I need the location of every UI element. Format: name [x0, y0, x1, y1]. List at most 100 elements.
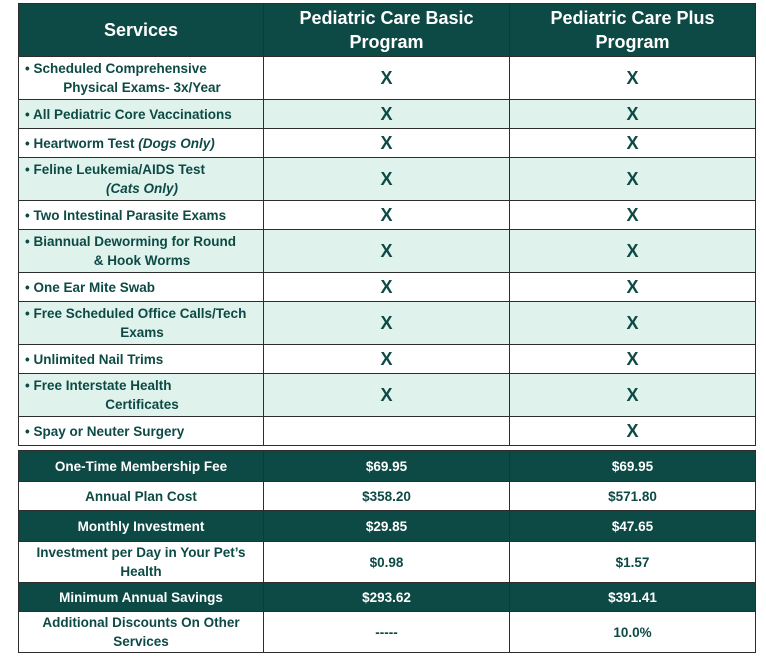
included-mark: X — [380, 204, 393, 225]
service-name-text: One Ear Mite Swab — [33, 279, 156, 295]
price-value: $1.57 — [615, 554, 650, 570]
basic-included-cell: X — [263, 99, 510, 129]
included-mark: X — [626, 312, 639, 333]
service-row: • One Ear Mite Swab X X — [18, 272, 756, 302]
plus-included-cell: X — [509, 157, 756, 201]
basic-price-cell: $293.62 — [263, 582, 510, 612]
included-mark: X — [380, 240, 393, 261]
pricing-row: Annual Plan Cost $358.20 $571.80 — [18, 481, 756, 511]
plus-price-cell: $571.80 — [509, 481, 756, 511]
bullet-marker: • — [25, 351, 30, 367]
included-mark: X — [380, 168, 393, 189]
service-name-cell: • Spay or Neuter Surgery — [18, 416, 264, 446]
plus-price-cell: $1.57 — [509, 541, 756, 583]
plus-included-cell: X — [509, 416, 756, 446]
price-value: $29.85 — [365, 518, 408, 534]
service-name-cell: • Unlimited Nail Trims — [18, 344, 264, 374]
pricing-label-text: One-Time Membership Fee — [54, 458, 228, 474]
service-name-cell: • All Pediatric Core Vaccinations — [18, 99, 264, 129]
pricing-label-text: Health — [120, 564, 162, 579]
service-name-text: Heartworm Test — [33, 135, 139, 151]
bullet-marker: • — [25, 207, 30, 223]
basic-included-cell: X — [263, 200, 510, 230]
pricing-row: Monthly Investment $29.85 $47.65 — [18, 510, 756, 542]
included-mark: X — [626, 204, 639, 225]
basic-included-cell: X — [263, 344, 510, 374]
included-mark: X — [626, 384, 639, 405]
bullet-marker: • — [25, 279, 30, 295]
included-mark: X — [626, 132, 639, 153]
service-row: • Free Interstate Health Certificates X X — [18, 373, 756, 417]
included-mark: X — [380, 132, 393, 153]
included-mark: X — [626, 420, 639, 441]
plus-price-cell: $69.95 — [509, 450, 756, 482]
plus-included-cell: X — [509, 99, 756, 129]
pricing-label-cell: Annual Plan Cost — [18, 481, 264, 511]
service-row: • Free Scheduled Office Calls/Tech Exams X… — [18, 301, 756, 345]
service-name-text: Free Scheduled Office Calls/Tech — [33, 306, 247, 321]
service-name-cell: • Scheduled Comprehensive Physical Exams-… — [18, 56, 264, 100]
basic-included-cell: X — [263, 229, 510, 273]
price-value: ----- — [375, 624, 398, 640]
pricing-label-cell: Additional Discounts On Other Services — [18, 611, 264, 653]
basic-included-cell: X — [263, 157, 510, 201]
pricing-row: Investment per Day in Your Pet’s Health $0… — [18, 541, 756, 583]
pricing-row: Minimum Annual Savings $293.62 $391.41 — [18, 582, 756, 612]
price-value: $69.95 — [611, 458, 654, 474]
basic-included-cell: X — [263, 272, 510, 302]
plus-included-cell: X — [509, 128, 756, 158]
pricing-row: One-Time Membership Fee $69.95 $69.95 — [18, 450, 756, 482]
included-mark: X — [626, 348, 639, 369]
price-value: 10.0% — [613, 624, 652, 640]
services-comparison-table: Services Pediatric Care Basic Program Pe… — [18, 3, 756, 446]
pricing-label-cell: Minimum Annual Savings — [18, 582, 264, 612]
included-mark: X — [626, 67, 639, 88]
service-row: • Feline Leukemia/AIDS Test (Cats Only) X X — [18, 157, 756, 201]
included-mark: X — [380, 103, 393, 124]
pricing-label-cell: Investment per Day in Your Pet’s Health — [18, 541, 264, 583]
price-value: $571.80 — [608, 488, 657, 504]
basic-included-cell: X — [263, 128, 510, 158]
price-value: $47.65 — [611, 518, 654, 534]
bullet-marker: • — [25, 61, 30, 76]
bullet-marker: • — [25, 378, 30, 393]
bullet-marker: • — [25, 423, 30, 439]
basic-included-cell: X — [263, 56, 510, 100]
service-name-text: & Hook Worms — [93, 253, 191, 268]
services-column-header: Services — [18, 3, 264, 57]
plus-price-cell: $47.65 — [509, 510, 756, 542]
included-mark: X — [380, 67, 393, 88]
pricing-row: Additional Discounts On Other Services ---… — [18, 611, 756, 653]
service-name-text: Feline Leukemia/AIDS Test — [33, 162, 206, 177]
pricing-label-text: Services — [113, 634, 169, 649]
service-row: • All Pediatric Core Vaccinations X X — [18, 99, 756, 129]
service-name-cell: • Biannual Deworming for Round & Hook Wor… — [18, 229, 264, 273]
service-row: • Biannual Deworming for Round & Hook Wor… — [18, 229, 756, 273]
service-name-text: Exams — [120, 325, 164, 340]
basic-price-cell: $29.85 — [263, 510, 510, 542]
pricing-comparison-table: One-Time Membership Fee $69.95 $69.95 Annua… — [18, 450, 756, 653]
plus-included-cell: X — [509, 200, 756, 230]
price-value: $293.62 — [362, 589, 411, 605]
service-name-text: Scheduled Comprehensive — [33, 61, 207, 76]
service-name-cell: • Heartworm Test (Dogs Only) — [18, 128, 264, 158]
included-mark: X — [626, 168, 639, 189]
bullet-marker: • — [25, 106, 30, 122]
service-row: • Spay or Neuter Surgery X — [18, 416, 756, 446]
plus-included-cell: X — [509, 373, 756, 417]
service-name-cell: • Free Interstate Health Certificates — [18, 373, 264, 417]
basic-price-cell: ----- — [263, 611, 510, 653]
service-name-text: Two Intestinal Parasite Exams — [33, 207, 227, 223]
price-value: $391.41 — [608, 589, 657, 605]
service-species-note: (Dogs Only) — [138, 135, 215, 151]
basic-price-cell: $358.20 — [263, 481, 510, 511]
service-name-text: Biannual Deworming for Round — [33, 234, 237, 249]
service-name-text: Certificates — [105, 397, 179, 412]
price-value: $69.95 — [365, 458, 408, 474]
included-mark: X — [380, 276, 393, 297]
plus-price-cell: 10.0% — [509, 611, 756, 653]
pricing-label-text: Monthly Investment — [77, 518, 205, 534]
service-name-cell: • Two Intestinal Parasite Exams — [18, 200, 264, 230]
bullet-marker: • — [25, 162, 30, 177]
basic-included-cell — [263, 416, 510, 446]
